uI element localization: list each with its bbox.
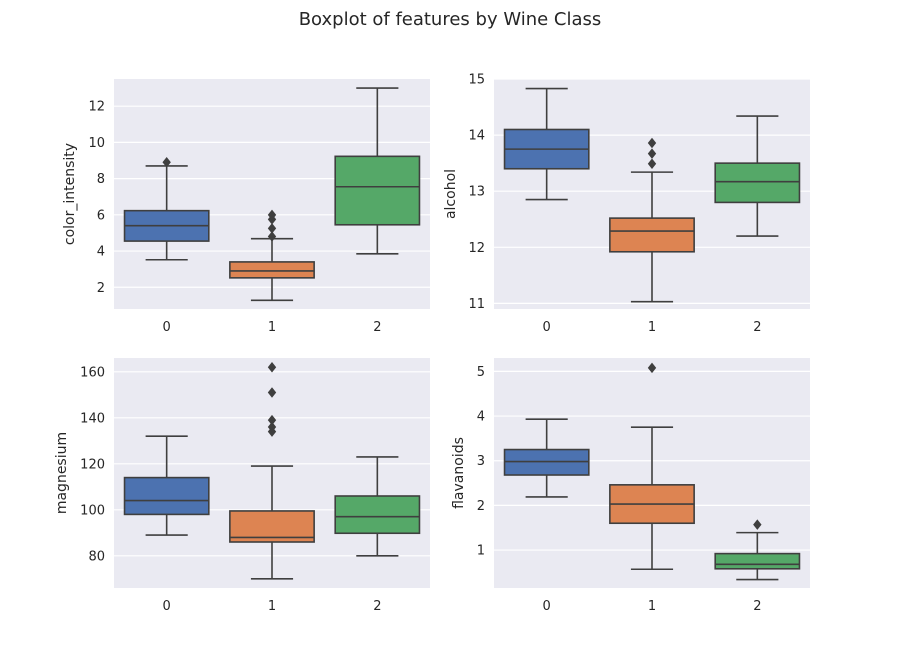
box-class-1 [609,137,695,303]
box-body [714,552,801,570]
x-tick-label: 0 [163,320,171,335]
box-class-1 [229,209,315,302]
box-body [714,162,801,204]
x-tick-label: 1 [648,599,656,614]
y-tick-label: 12 [468,241,485,256]
outlier-marker [267,231,277,242]
x-tick-label: 1 [268,599,276,614]
outlier-marker [647,137,657,149]
x-tick-label: 2 [373,599,381,614]
y-tick-label: 13 [468,185,485,200]
x-tick-label: 0 [543,599,551,614]
box-body [123,476,210,516]
y-tick-label: 4 [97,245,105,260]
y-tick-label: 4 [477,410,485,425]
box-body [334,495,421,535]
y-tick-label: 1 [477,544,485,559]
y-tick-label: 2 [477,499,485,514]
y-axis-label: color_intensity [62,143,78,245]
x-tick-label: 0 [163,599,171,614]
x-tick-label: 1 [648,320,656,335]
y-tick-label: 8 [97,172,105,187]
outlier-marker [267,387,277,398]
outlier-marker [267,414,277,426]
y-tick-label: 3 [477,454,485,469]
outlier-marker [753,519,762,530]
outlier-marker [647,158,657,169]
subplot-4: 1 2 3 4 5 flavanoids 0 1 2 [451,358,810,614]
outlier-marker [647,362,657,374]
y-tick-label: 11 [468,297,485,312]
box-body [609,217,695,253]
box-class-1 [229,361,315,580]
box-body [334,155,421,226]
subplot-3: 80 100 120 140 160 magnesium 0 1 2 [54,358,430,614]
box-class-0 [503,87,590,201]
figure-title: Boxplot of features by Wine Class [298,9,602,30]
x-tick-label: 2 [373,320,381,335]
outlier-marker [647,148,657,159]
x-tick-label: 0 [543,320,551,335]
outlier-marker [162,157,171,168]
box-class-0 [123,435,210,536]
y-axis-label: flavanoids [451,437,467,509]
y-tick-label: 10 [88,136,105,151]
outlier-marker [267,361,277,373]
box-class-0 [123,157,210,261]
box-class-0 [503,418,590,498]
y-tick-label: 120 [80,457,105,472]
y-tick-label: 12 [88,100,105,115]
box-body [229,261,315,279]
box-class-2 [334,87,421,255]
box-class-2 [334,456,421,557]
y-tick-label: 15 [468,73,485,88]
y-axis-label: alcohol [443,169,459,219]
y-tick-label: 2 [97,281,105,296]
y-tick-label: 100 [80,503,105,518]
outlier-marker [267,421,277,433]
y-tick-label: 140 [80,411,105,426]
y-tick-label: 160 [80,365,105,380]
outlier-marker [267,209,277,221]
y-tick-label: 14 [468,129,485,144]
box-class-1 [609,362,695,571]
box-class-2 [714,519,801,581]
x-tick-label: 2 [753,320,761,335]
y-tick-label: 5 [477,365,485,380]
x-tick-label: 2 [753,599,761,614]
x-tick-label: 1 [268,320,276,335]
box-class-2 [714,115,801,237]
outlier-marker [267,223,277,234]
y-axis-label: magnesium [54,432,70,514]
y-tick-label: 6 [97,208,105,223]
y-tick-label: 80 [88,549,105,564]
